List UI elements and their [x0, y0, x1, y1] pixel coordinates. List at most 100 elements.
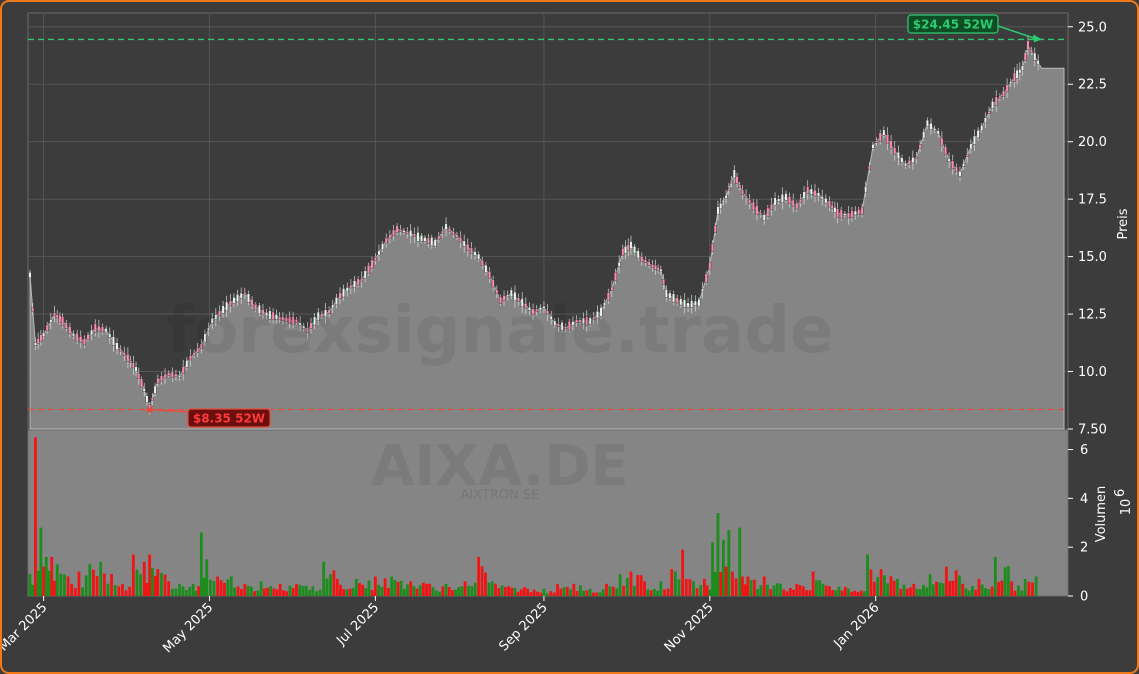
- candle-body: [922, 131, 926, 139]
- candle-body: [185, 360, 189, 368]
- volume-bar: [156, 569, 160, 596]
- candle-body: [181, 366, 185, 374]
- candle-body: [744, 195, 748, 199]
- volume-bar: [569, 589, 572, 596]
- volume-bar: [542, 588, 546, 596]
- candle-body: [741, 189, 744, 195]
- candle-body: [367, 265, 370, 274]
- volume-bar: [902, 584, 906, 596]
- volume-bar: [311, 586, 315, 596]
- 52w-high-annotation: $24.45 52W: [907, 14, 1042, 43]
- candle-body: [218, 310, 221, 316]
- volume-bar: [670, 569, 674, 596]
- 52w-low-badge: [187, 408, 271, 428]
- volume-bar: [785, 591, 789, 596]
- candle-body: [528, 306, 531, 311]
- volume-bar: [1006, 566, 1010, 596]
- volume-bar: [993, 556, 997, 596]
- volume-bar: [1023, 578, 1027, 596]
- volume-bar: [695, 588, 699, 596]
- candle-body: [163, 374, 167, 379]
- volume-bar: [450, 590, 454, 596]
- candle-body: [799, 199, 802, 203]
- candle-body: [603, 302, 607, 306]
- volume-bar: [722, 539, 725, 596]
- volume-bar: [741, 576, 744, 596]
- candle-body: [780, 193, 784, 203]
- candle-body: [342, 288, 346, 298]
- volume-bar: [145, 582, 149, 596]
- candle-body: [491, 279, 495, 288]
- candle-body: [119, 348, 123, 352]
- volume-bar: [53, 580, 56, 596]
- price-tick-label: 10.0: [1078, 365, 1107, 380]
- candle-body: [770, 203, 773, 210]
- volume-bar: [759, 585, 763, 596]
- candle-body: [546, 310, 549, 315]
- volume-bar: [480, 566, 484, 596]
- candle-body: [724, 195, 728, 199]
- volume-bar: [876, 576, 880, 596]
- volume-bar: [649, 590, 653, 596]
- candle-body: [730, 179, 733, 184]
- candle-body: [585, 316, 589, 326]
- volume-bar: [928, 574, 932, 596]
- volume-bar: [415, 588, 419, 596]
- volume-bar: [692, 581, 695, 596]
- volume-bar: [342, 588, 346, 596]
- volume-bar: [727, 530, 731, 596]
- candle-body: [817, 192, 820, 197]
- volume-bar: [629, 571, 633, 596]
- volume-bar: [856, 591, 860, 596]
- candle-body: [588, 317, 592, 325]
- candle-body: [295, 318, 298, 323]
- volume-bar: [562, 587, 566, 596]
- candle-body: [1029, 49, 1033, 53]
- volume-bar: [840, 590, 844, 596]
- volume-bar: [315, 591, 318, 596]
- candle-body: [732, 169, 736, 179]
- volume-bar: [702, 578, 706, 596]
- candle-body: [392, 229, 395, 237]
- volume-bar: [828, 586, 831, 596]
- volume-bar: [716, 513, 720, 596]
- candle-body: [592, 316, 596, 320]
- volume-bar: [208, 579, 212, 596]
- candle-body: [345, 287, 349, 292]
- candle-body: [711, 243, 714, 252]
- candle-body: [268, 310, 272, 320]
- volume-bar: [150, 567, 154, 596]
- volume-bar: [272, 588, 276, 596]
- candle-body: [936, 130, 940, 135]
- volume-bar: [223, 582, 226, 596]
- candle-body: [61, 316, 65, 326]
- candle-body: [980, 124, 984, 131]
- candle-body: [381, 243, 384, 251]
- candle-body: [973, 135, 976, 145]
- volume-bar: [339, 584, 342, 596]
- candle-body: [196, 347, 200, 353]
- candle-body: [58, 315, 62, 323]
- candle-body: [444, 223, 448, 230]
- candle-body: [708, 261, 712, 270]
- volume-bar: [559, 588, 563, 596]
- volume-bar: [935, 581, 938, 596]
- candle-body: [426, 237, 430, 244]
- volume-bar: [216, 576, 220, 596]
- candle-body: [904, 163, 907, 167]
- volume-bar: [954, 570, 958, 596]
- candle-body: [1021, 65, 1024, 71]
- candle-body: [388, 234, 392, 239]
- volume-bar: [278, 583, 282, 596]
- volume-bar: [731, 571, 734, 596]
- volume-bar: [240, 589, 243, 596]
- volume-bar: [724, 566, 728, 596]
- volume-bar: [148, 554, 152, 596]
- volume-bar: [889, 576, 893, 596]
- volume-bar: [243, 583, 247, 596]
- candle-body: [305, 327, 309, 333]
- volume-bar: [1010, 581, 1014, 596]
- volume-bar: [646, 589, 650, 596]
- candle-body: [659, 268, 663, 272]
